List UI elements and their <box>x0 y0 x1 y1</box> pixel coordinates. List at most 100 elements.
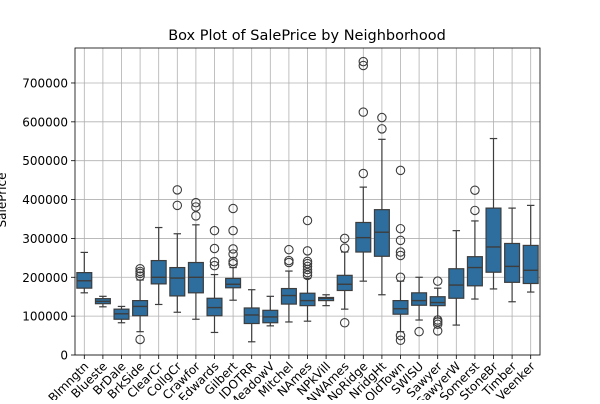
box-iqr <box>336 274 353 292</box>
box-iqr <box>150 259 167 285</box>
outlier-point <box>284 244 294 255</box>
outlier-point <box>302 258 313 269</box>
outlier-point <box>228 203 238 214</box>
box-iqr <box>280 287 297 305</box>
box-iqr <box>299 292 316 307</box>
box-iqr <box>429 296 446 307</box>
outlier-point <box>209 243 220 254</box>
outlier-point <box>135 334 145 345</box>
box-blmngtn <box>76 251 93 294</box>
box-idotrr <box>243 289 260 343</box>
box-layer <box>76 56 539 345</box>
outlier-point <box>339 233 350 244</box>
box-mitchel <box>280 244 297 323</box>
box-sawyer <box>429 276 446 336</box>
box-collgcr <box>169 185 186 313</box>
outlier-point <box>302 215 313 226</box>
outlier-point <box>395 250 406 261</box>
box-iqr <box>466 256 483 287</box>
outlier-point <box>358 107 369 117</box>
outlier-point <box>284 255 294 266</box>
box-iqr <box>504 242 521 283</box>
outlier-point <box>358 60 369 71</box>
outlier-point <box>377 112 387 123</box>
outlier-point <box>302 256 313 267</box>
outlier-point <box>432 319 443 330</box>
box-iqr <box>132 299 149 317</box>
outlier-point <box>135 266 145 277</box>
outlier-point <box>395 235 406 246</box>
outlier-point <box>432 276 443 286</box>
box-iqr <box>392 299 409 315</box>
box-meadowv <box>262 295 279 327</box>
box-iqr <box>448 268 465 299</box>
outlier-point <box>395 330 406 341</box>
box-brkside <box>132 263 149 345</box>
box-iqr <box>318 296 335 302</box>
y-tick-label: 600000 <box>22 115 68 129</box>
outlier-point <box>191 197 201 208</box>
box-brdale <box>113 305 130 324</box>
box-swisu <box>411 276 428 337</box>
box-timber <box>504 207 521 303</box>
chart-title: Box Plot of SalePrice by Neighborhood <box>168 28 446 44</box>
outlier-point <box>302 246 313 256</box>
outlier-point <box>191 202 201 212</box>
box-somerst <box>466 185 483 300</box>
y-tick-label: 400000 <box>22 193 68 207</box>
outlier-point <box>358 168 369 179</box>
box-edwards <box>206 225 223 334</box>
outlier-point <box>228 258 238 269</box>
outlier-point <box>432 315 443 325</box>
box-iqr <box>485 207 502 273</box>
outlier-point <box>228 249 238 259</box>
outlier-point <box>228 225 238 236</box>
outlier-point <box>339 317 350 328</box>
outlier-point <box>395 247 406 257</box>
outlier-point <box>395 335 406 345</box>
box-nridght <box>373 112 390 296</box>
box-iqr <box>522 244 539 285</box>
box-npkvill <box>318 294 335 307</box>
outlier-point <box>470 205 480 216</box>
outlier-point <box>339 243 350 253</box>
box-iqr <box>169 266 186 297</box>
outlier-point <box>209 225 220 236</box>
box-nwames <box>336 233 353 328</box>
outlier-point <box>228 256 238 267</box>
y-tick-label: 700000 <box>22 76 68 90</box>
y-tick-label: 500000 <box>22 154 68 168</box>
outlier-point <box>209 256 220 267</box>
box-sawyerw <box>448 230 465 326</box>
box-iqr <box>243 307 260 325</box>
outlier-point <box>172 185 183 195</box>
box-stonebr <box>485 137 502 290</box>
y-tick-label: 100000 <box>22 310 68 324</box>
axis-layer: 0 100000 200000 300000 400000 500000 600000 700… <box>22 76 538 404</box>
box-blueste <box>94 295 111 308</box>
y-tick-label: 0 <box>60 349 68 363</box>
box-names <box>299 215 316 322</box>
box-noridge <box>355 56 372 282</box>
outlier-point <box>358 56 369 67</box>
outlier-point <box>135 263 145 274</box>
outlier-point <box>228 244 238 254</box>
box-iqr <box>373 209 390 257</box>
box-crawfor <box>187 197 204 320</box>
outlier-point <box>395 165 406 176</box>
box-clearcr <box>150 226 167 306</box>
outlier-point <box>395 223 406 234</box>
box-iqr <box>225 277 242 289</box>
y-axis-label: SalePrice <box>0 173 9 228</box>
outlier-point <box>470 185 480 195</box>
box-oldtown <box>392 165 409 345</box>
outlier-point <box>395 272 406 283</box>
box-gilbert <box>225 203 242 301</box>
outlier-point <box>172 200 183 211</box>
outlier-point <box>209 260 220 271</box>
y-tick-label: 300000 <box>22 232 68 246</box>
outlier-point <box>414 326 424 337</box>
